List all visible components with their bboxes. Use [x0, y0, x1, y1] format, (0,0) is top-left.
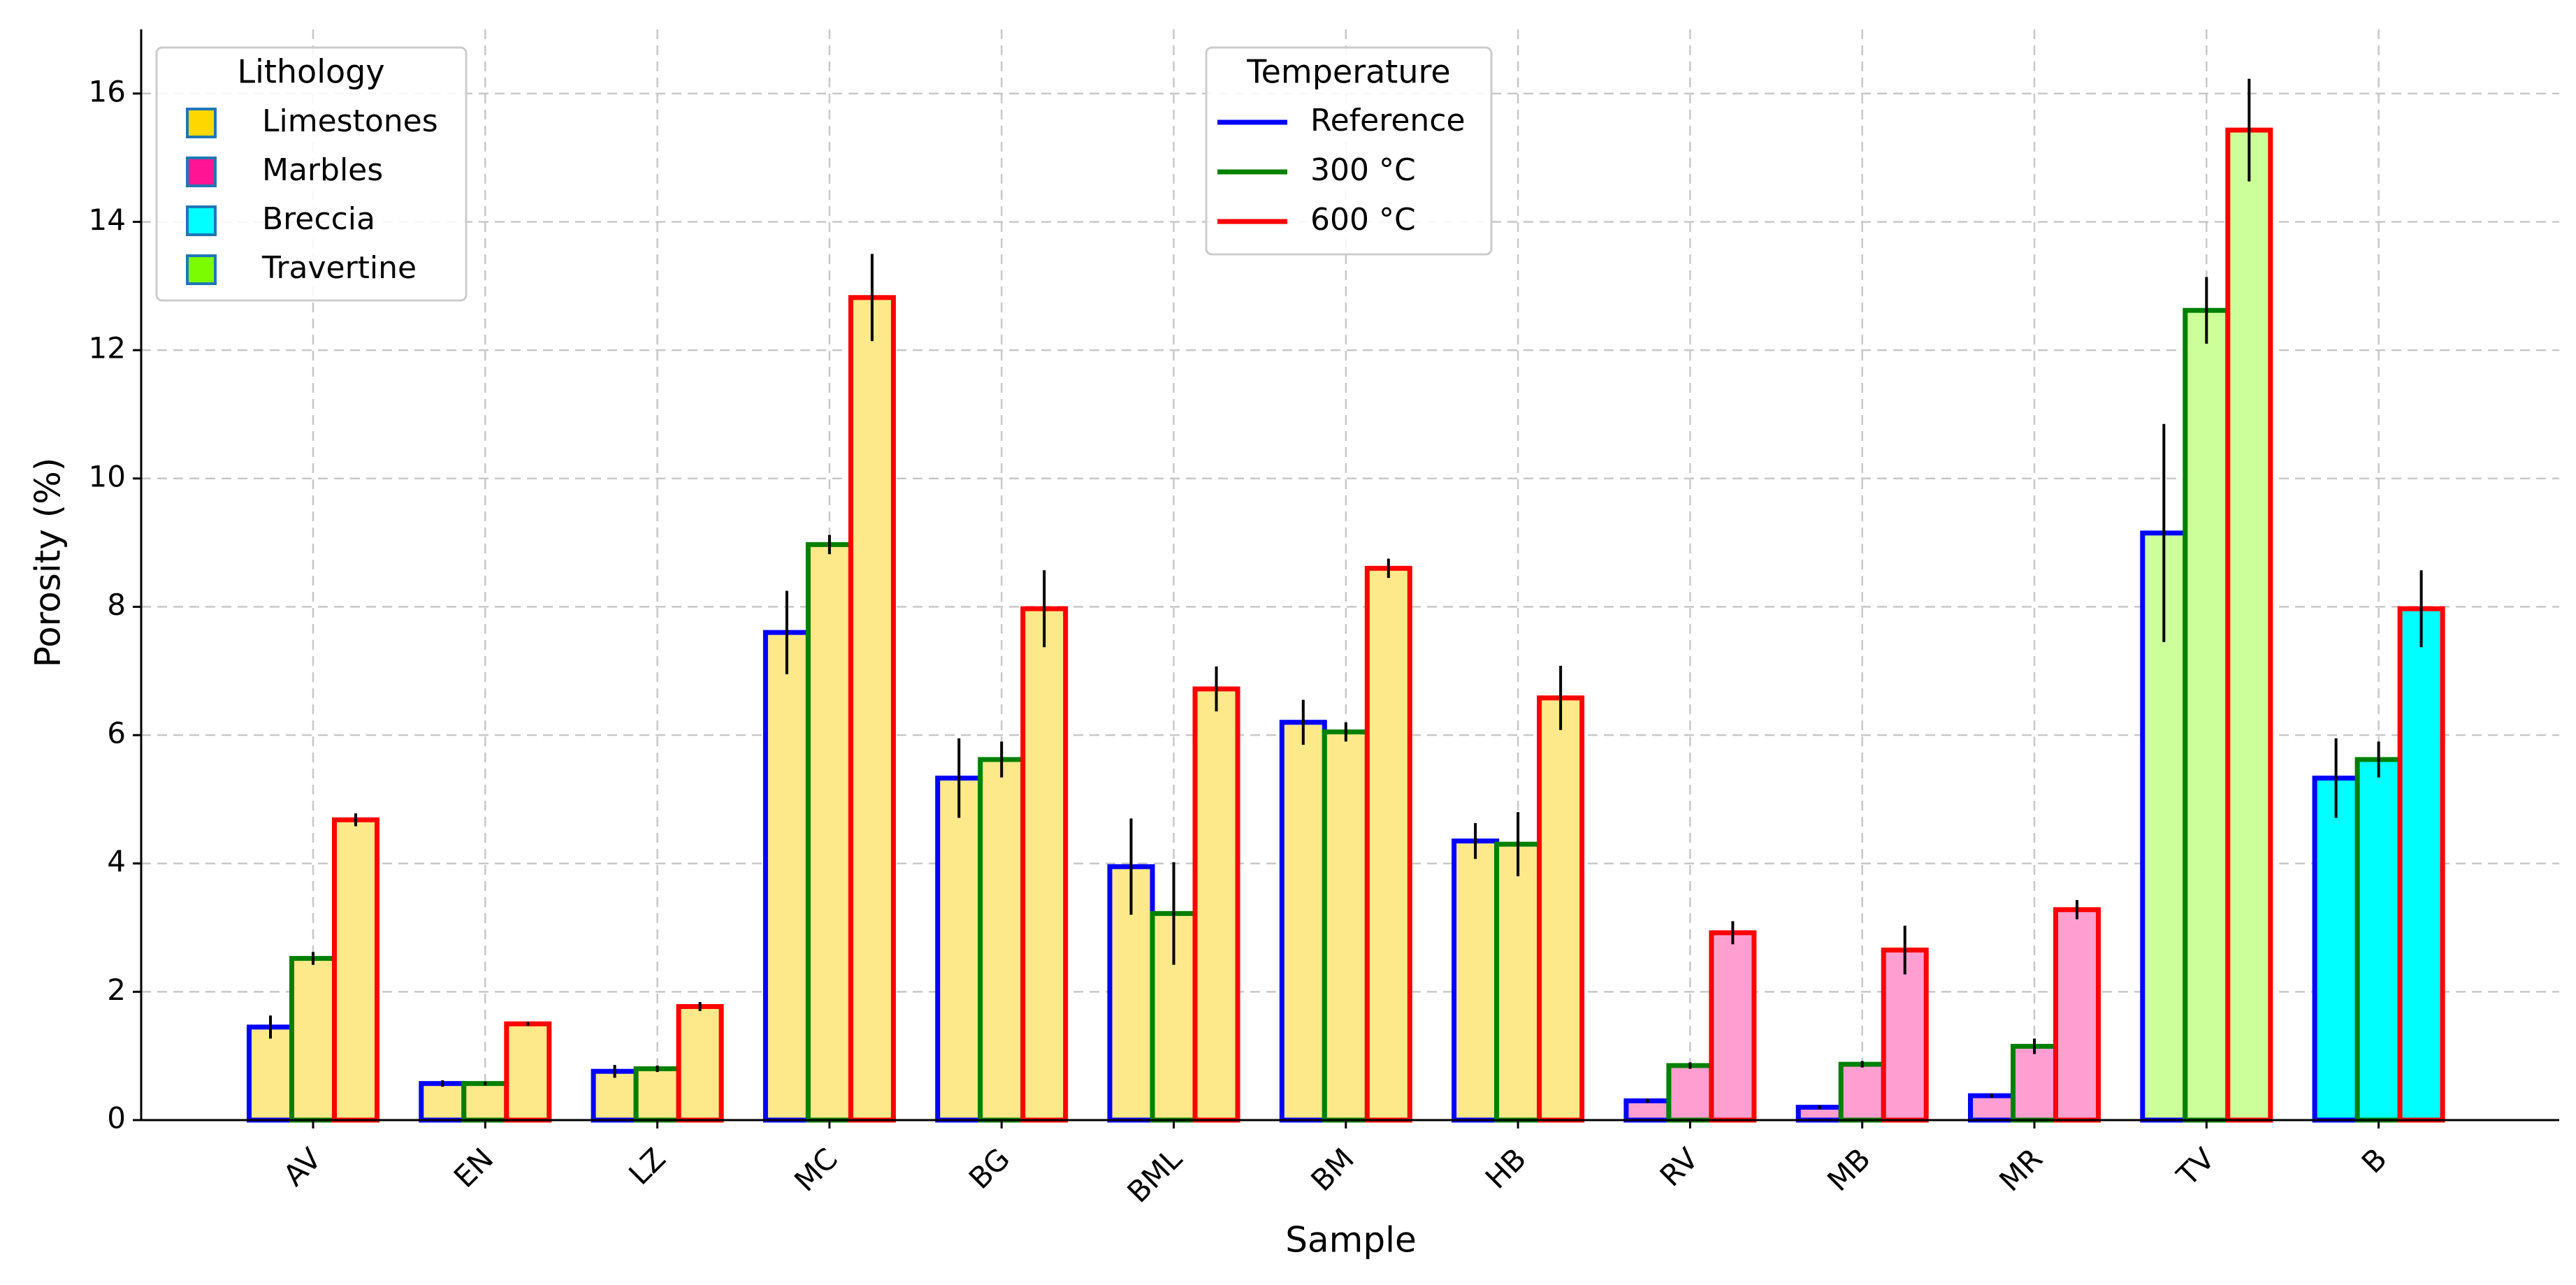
- legend-label: Breccia: [262, 201, 375, 237]
- bar-group-mr: [1968, 900, 2101, 1123]
- bar: [1020, 606, 1069, 1123]
- bar: [2053, 907, 2101, 1123]
- bar-group-bg: [935, 570, 1069, 1123]
- temperature-legend: Temperature Reference 300 °C 600 °C: [1205, 46, 1493, 256]
- axes: [133, 29, 2559, 1128]
- bar: [1709, 930, 1757, 1123]
- y-tick-label: 0: [107, 1101, 126, 1135]
- legend-label: Limestones: [262, 103, 438, 139]
- bar: [633, 1066, 681, 1123]
- bar: [1452, 838, 1500, 1123]
- y-axis-label: Porosity (%): [28, 458, 68, 668]
- temperature-legend-title: Temperature: [1246, 53, 1450, 91]
- legend-swatch: [186, 254, 217, 285]
- x-tick-label: MC: [788, 1141, 844, 1198]
- y-tick-label: 6: [107, 716, 126, 750]
- bar: [2354, 757, 2403, 1123]
- bar-group-rv: [1623, 921, 1757, 1123]
- lithology-legend-frame: [155, 46, 468, 302]
- bar: [935, 776, 983, 1123]
- y-tick-label: 8: [107, 588, 126, 622]
- bar: [2011, 1043, 2058, 1123]
- x-tick-label: MR: [1992, 1141, 2049, 1198]
- legend-swatch: [186, 205, 217, 236]
- bar-group-mb: [1795, 925, 1929, 1123]
- bar-group-tv: [2140, 78, 2273, 1123]
- bar: [2312, 776, 2360, 1123]
- x-tick-label: MB: [1821, 1141, 1877, 1198]
- x-tick-label: RV: [1654, 1141, 1705, 1193]
- y-tick-label: 16: [89, 74, 126, 108]
- bar: [2397, 606, 2445, 1123]
- bar: [461, 1081, 509, 1123]
- bar: [762, 630, 811, 1123]
- bar: [1494, 841, 1542, 1123]
- bar: [1838, 1061, 1886, 1123]
- x-tick-label: TV: [2170, 1141, 2222, 1193]
- bar: [1666, 1063, 1714, 1123]
- y-tick-label: 14: [89, 203, 126, 237]
- bar: [247, 1024, 294, 1123]
- x-tick-label: EN: [447, 1141, 500, 1194]
- bar: [1968, 1093, 2016, 1123]
- bar: [1279, 720, 1327, 1123]
- bar: [1623, 1098, 1672, 1123]
- temperature-legend-frame: [1205, 46, 1493, 256]
- bar: [1881, 948, 1929, 1123]
- legend-label: Reference: [1310, 103, 1466, 138]
- bar-group-av: [247, 813, 379, 1123]
- bar: [676, 1003, 724, 1123]
- bar: [289, 956, 337, 1123]
- x-axis-label: Sample: [1285, 1220, 1416, 1261]
- y-tick-label: 12: [89, 331, 126, 365]
- legend-swatch: [186, 157, 217, 187]
- bar: [2225, 127, 2273, 1123]
- x-tick-label: B: [2355, 1141, 2394, 1179]
- bar-group-hb: [1452, 665, 1585, 1123]
- bar: [2183, 307, 2231, 1123]
- bar: [805, 542, 853, 1123]
- bar: [1537, 695, 1585, 1123]
- bar: [332, 817, 379, 1123]
- x-tick-label: LZ: [622, 1141, 672, 1191]
- x-tick-label: BG: [962, 1141, 1017, 1196]
- bar: [1192, 686, 1240, 1123]
- y-tick-label: 2: [107, 973, 126, 1007]
- bar: [1364, 565, 1412, 1123]
- x-tick-label: BM: [1304, 1141, 1361, 1198]
- bar: [591, 1068, 639, 1123]
- legend-swatch: [186, 108, 217, 138]
- legend-label: Marbles: [262, 152, 383, 188]
- x-tick-label: HB: [1479, 1141, 1533, 1195]
- bar-group-mc: [762, 254, 896, 1123]
- bar: [419, 1081, 467, 1123]
- lithology-legend-title: Lithology: [237, 53, 384, 91]
- x-tick-label: BML: [1120, 1141, 1189, 1210]
- x-tick-label: AV: [277, 1141, 328, 1193]
- y-tick-label: 10: [89, 459, 126, 493]
- legend-label: 600 °C: [1310, 202, 1416, 238]
- y-tick-label: 4: [107, 844, 126, 878]
- bar: [1322, 729, 1370, 1123]
- bar-group-b: [2312, 570, 2445, 1123]
- bar-group-en: [419, 1021, 552, 1123]
- lithology-legend: Lithology Limestones Marbles Breccia Traver…: [155, 46, 468, 302]
- bar: [504, 1021, 552, 1123]
- bar: [978, 757, 1026, 1123]
- bar: [848, 295, 896, 1123]
- legend-label: 300 °C: [1310, 152, 1416, 188]
- bar-group-bml: [1107, 666, 1240, 1123]
- bar-group-lz: [591, 1002, 724, 1123]
- legend-label: Travertine: [261, 250, 417, 286]
